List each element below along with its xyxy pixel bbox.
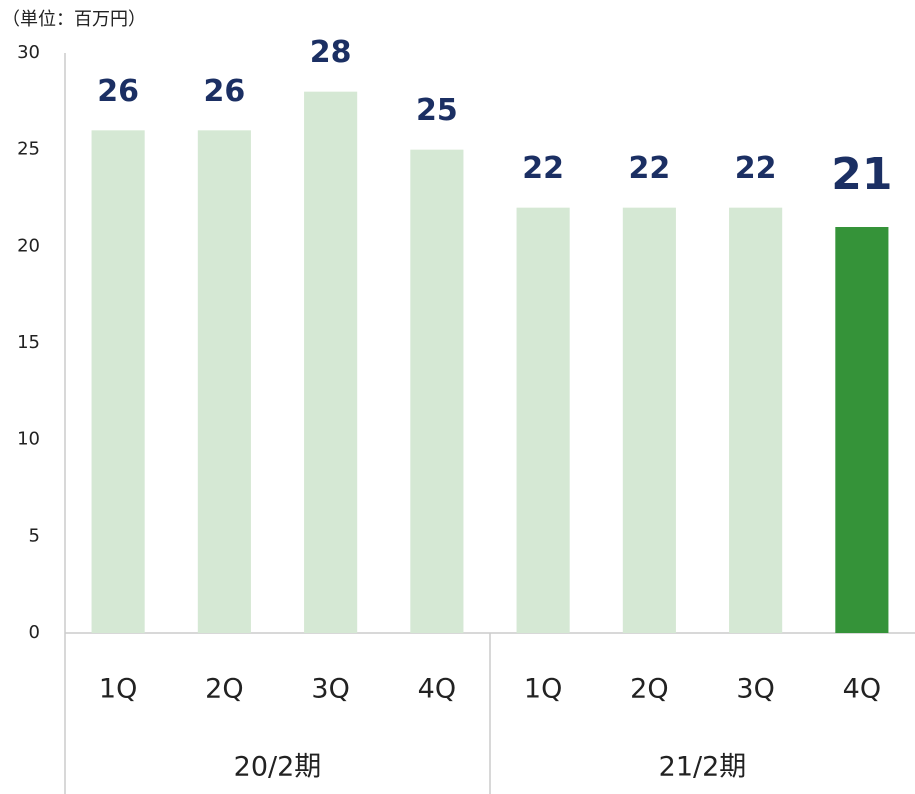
bar (91, 130, 145, 634)
value-label: 25 (416, 93, 458, 128)
x-tick-label: 3Q (736, 674, 774, 705)
bar (835, 227, 889, 633)
x-tick-label: 4Q (843, 674, 881, 705)
unit-label: （単位：百万円） (2, 9, 146, 30)
y-tick-label: 15 (17, 332, 40, 353)
x-tick-label: 3Q (311, 674, 349, 705)
value-label: 22 (522, 151, 564, 186)
bar (304, 91, 358, 633)
x-tick-label: 1Q (524, 674, 562, 705)
x-tick-label: 2Q (205, 674, 243, 705)
value-label: 22 (629, 151, 671, 186)
value-label: 22 (735, 151, 777, 186)
value-label: 28 (310, 35, 352, 70)
y-tick-label: 25 (17, 139, 40, 160)
x-tick-label: 1Q (99, 674, 137, 705)
x-tick-label: 2Q (630, 674, 668, 705)
bar (516, 207, 570, 633)
y-tick-label: 5 (29, 525, 40, 546)
y-tick-label: 30 (17, 42, 40, 63)
value-label: 26 (97, 74, 139, 109)
x-tick-label: 4Q (418, 674, 456, 705)
y-tick-label: 0 (29, 622, 40, 643)
group-label: 20/2期 (234, 752, 322, 783)
bar (729, 207, 783, 633)
value-label: 26 (204, 74, 246, 109)
y-tick-label: 10 (17, 429, 40, 450)
value-label: 21 (831, 149, 892, 200)
y-tick-label: 20 (17, 235, 40, 256)
bar (197, 130, 251, 634)
bar (622, 207, 676, 633)
bar (410, 149, 464, 633)
group-label: 21/2期 (659, 752, 747, 783)
